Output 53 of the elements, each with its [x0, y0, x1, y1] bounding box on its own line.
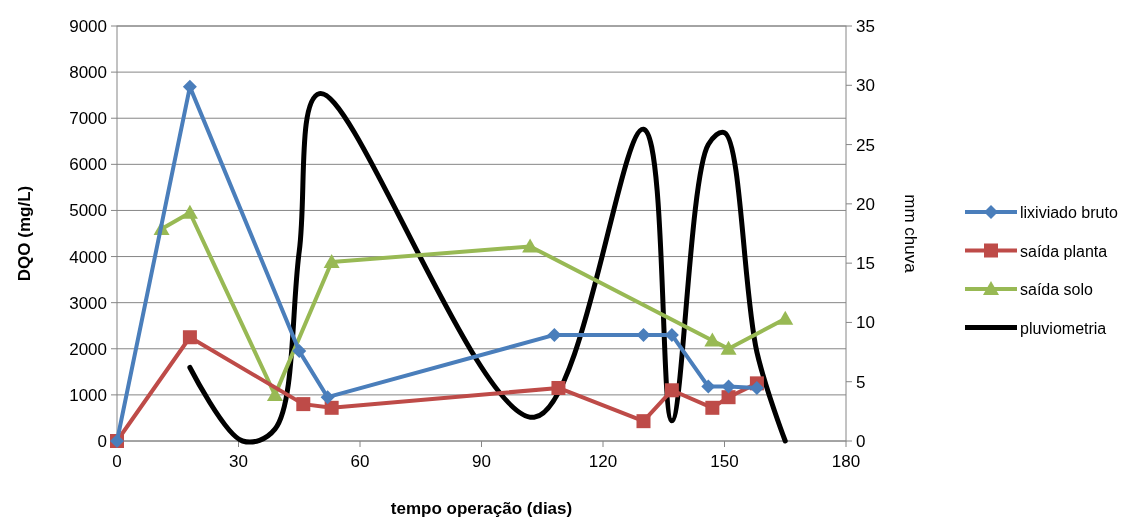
- point: [636, 327, 651, 342]
- point: [701, 379, 716, 394]
- y2-tick-label: 20: [856, 194, 875, 214]
- y2-tick-label: 10: [856, 313, 875, 333]
- point: [292, 344, 307, 359]
- y-tick-label: 0: [97, 432, 107, 451]
- point: [721, 390, 736, 405]
- point: [182, 330, 197, 345]
- y2-axis-title: mm chuva: [901, 194, 920, 274]
- legend-label: pluviometria: [1020, 319, 1107, 337]
- point: [664, 383, 679, 398]
- x-tick-label: 60: [350, 452, 370, 471]
- y-tick-label: 6000: [69, 155, 107, 175]
- point: [749, 380, 764, 395]
- y2-tick-label: 5: [856, 372, 866, 392]
- y-tick-label: 4000: [69, 247, 107, 267]
- legend-label: saída solo: [1020, 281, 1094, 298]
- point: [323, 254, 340, 269]
- legend-label: lixiviado bruto: [1020, 204, 1118, 221]
- point: [547, 327, 562, 342]
- legend-label: saída planta: [1020, 242, 1108, 260]
- y-tick-label: 3000: [69, 293, 107, 313]
- y-axis-title: DQO (mg/L): [15, 185, 34, 282]
- y-tick-label: 1000: [69, 385, 107, 405]
- y-tick-label: 5000: [69, 201, 107, 221]
- x-tick-label: 90: [472, 452, 491, 471]
- point: [704, 332, 721, 347]
- point: [324, 400, 339, 415]
- y-tick-label: 8000: [69, 63, 107, 83]
- y-tick-label: 7000: [69, 109, 107, 129]
- x-axis-title: tempo operação (dias): [390, 499, 573, 518]
- point: [551, 380, 566, 395]
- x-tick-label: 0: [112, 452, 122, 471]
- x-tick-label: 120: [588, 452, 618, 471]
- point: [181, 204, 198, 219]
- x-tick-label: 180: [831, 452, 861, 471]
- y-tick-label: 2000: [69, 339, 107, 359]
- point: [720, 340, 737, 355]
- y2-tick-label: 30: [856, 76, 875, 96]
- point: [522, 238, 539, 253]
- y2-tick-label: 0: [856, 432, 866, 451]
- point: [636, 414, 651, 429]
- point: [705, 400, 720, 415]
- y2-tick-label: 15: [856, 254, 875, 274]
- point: [721, 379, 736, 394]
- point: [320, 390, 335, 405]
- point: [777, 310, 794, 325]
- y2-tick-label: 25: [856, 135, 875, 155]
- point: [296, 397, 311, 412]
- y2-tick-label: 35: [856, 17, 875, 36]
- y-tick-label: 9000: [69, 17, 107, 36]
- x-tick-label: 150: [710, 452, 739, 471]
- x-tick-label: 30: [229, 452, 248, 471]
